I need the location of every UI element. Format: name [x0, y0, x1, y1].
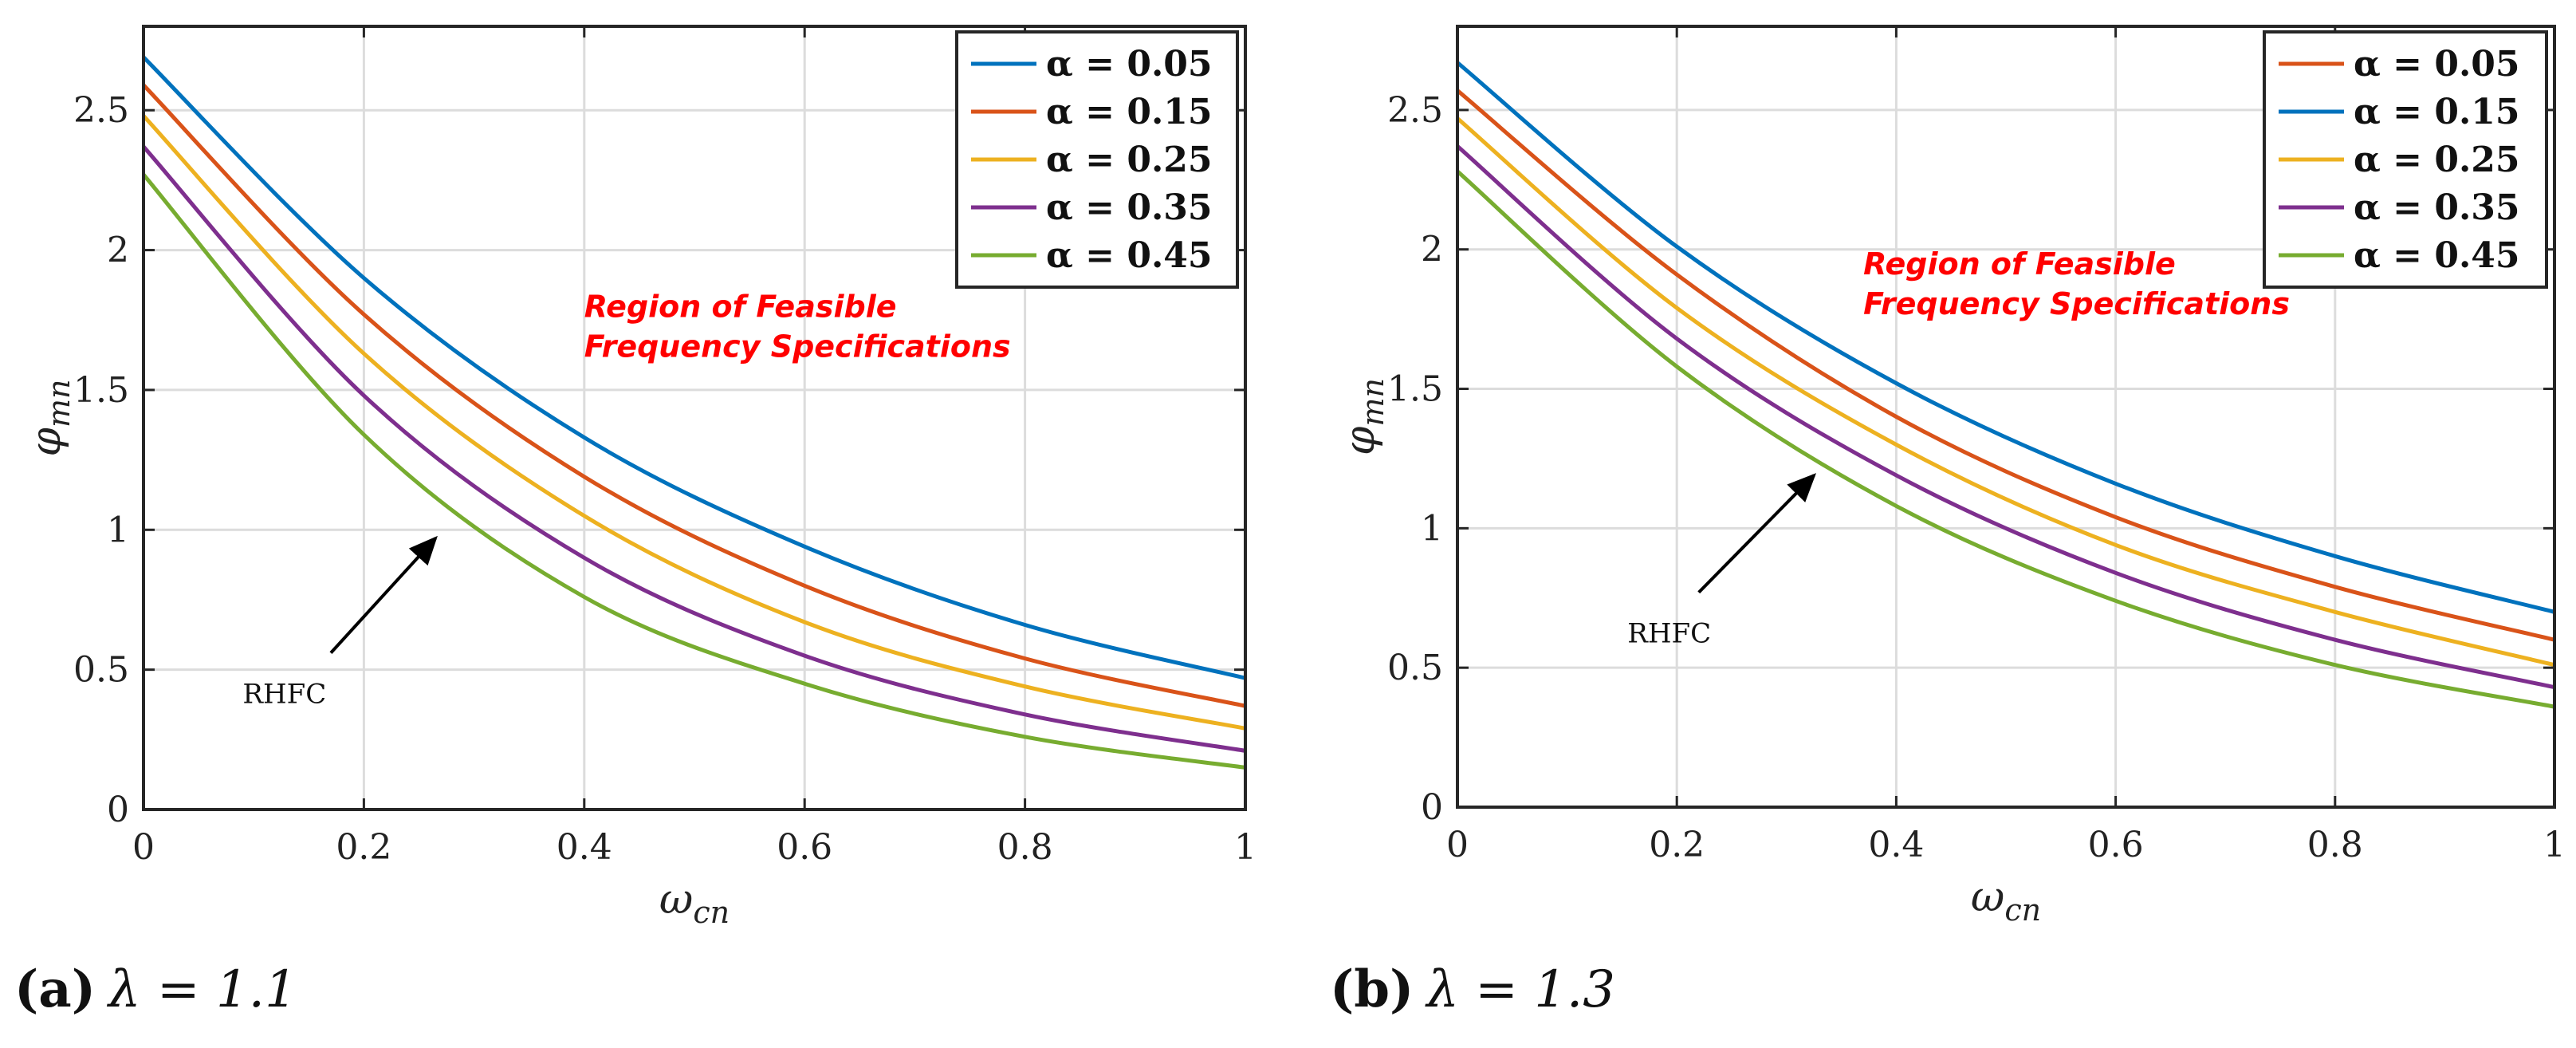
- x-tick-label: 0.2: [336, 827, 391, 868]
- x-axis-label-main: ω: [659, 876, 693, 924]
- series-line-4: [142, 173, 1246, 770]
- axes-frame: [142, 25, 1247, 811]
- series-line-1: [1456, 61, 2555, 614]
- y-tick-label: 2.5: [1387, 90, 1443, 131]
- y-tick-label: 2: [107, 230, 129, 271]
- y-axis-label-sub: mn: [41, 380, 77, 428]
- x-tick-label: 1: [2543, 825, 2566, 865]
- panel-caption: (a) λ = 1.1: [14, 959, 297, 1019]
- legend-label-1: α = 0.15: [1046, 92, 1213, 132]
- y-axis-label: φmn: [22, 380, 77, 457]
- y-axis-label: φmn: [1336, 378, 1390, 455]
- y-tick-label: 1: [107, 510, 129, 550]
- legend-label-2: α = 0.25: [2354, 140, 2520, 180]
- caption-letter: (b): [1330, 959, 1414, 1019]
- x-axis-label-sub: cn: [2004, 892, 2041, 928]
- x-tick-label: 0.2: [1649, 825, 1705, 865]
- region-label-line1: Region of Feasible: [584, 290, 897, 325]
- x-tick-label: 0.8: [2307, 825, 2363, 865]
- series-line-2: [142, 114, 1246, 731]
- caption-text: λ = 1.1: [106, 960, 297, 1019]
- axes-frame: [1456, 25, 2556, 809]
- series-line-2: [1456, 116, 2555, 668]
- legend-label-4: α = 0.45: [1046, 235, 1213, 276]
- x-axis-label: ωcn: [1971, 873, 2041, 928]
- x-tick-label: 0.4: [556, 827, 612, 868]
- region-label-line1: Region of Feasible: [1863, 246, 2176, 282]
- legend-label-2: α = 0.25: [1046, 140, 1213, 180]
- y-tick-label: 2.5: [73, 90, 129, 131]
- legend-label-3: α = 0.35: [2354, 187, 2520, 228]
- x-tick-label: 0: [132, 827, 155, 868]
- x-tick-label: 0.4: [1868, 825, 1924, 865]
- y-tick-label: 1.5: [73, 370, 129, 411]
- caption-text: λ = 1.3: [1424, 960, 1615, 1019]
- series-lines: [142, 55, 1246, 770]
- legend-label-3: α = 0.35: [1046, 187, 1213, 228]
- rhfc-label: RHFC: [1627, 618, 1711, 650]
- y-tick-label: 2: [1421, 230, 1443, 270]
- y-axis-label-sub: mn: [1355, 378, 1390, 427]
- x-tick-label: 0.6: [2088, 825, 2144, 865]
- y-axis-label-main: φ: [1336, 426, 1384, 455]
- region-label-line2: Frequency Specifications: [584, 329, 1011, 364]
- series-line-4: [1456, 169, 2555, 709]
- legend-label-0: α = 0.05: [2354, 44, 2520, 85]
- series-line-3: [142, 145, 1246, 753]
- chart-panel-a: 0 0.2 0.4 0.6 0.8 1 0 0.5 1 1.5 2 2.5 ωcn φmn α = 0.05…: [14, 25, 1257, 1019]
- y-tick-label: 1: [1421, 508, 1443, 549]
- x-tick-label: 0.8: [997, 827, 1053, 868]
- panel-caption: (b) λ = 1.3: [1330, 959, 1615, 1019]
- y-tick-label: 0: [107, 790, 129, 830]
- legend-label-4: α = 0.45: [2354, 235, 2520, 276]
- series-line-3: [1456, 144, 2555, 690]
- legend-label-1: α = 0.15: [2354, 92, 2520, 132]
- series-line-0: [142, 55, 1246, 680]
- region-label-line2: Frequency Specifications: [1863, 286, 2290, 321]
- x-axis-label: ωcn: [659, 876, 730, 930]
- x-axis-label-main: ω: [1971, 873, 2004, 921]
- rhfc-arrow: [329, 535, 438, 654]
- series-line-0: [1456, 89, 2555, 642]
- y-axis-label-main: φ: [22, 427, 70, 456]
- chart-panel-b: 0 0.2 0.4 0.6 0.8 1 0 0.5 1 1.5 2 2.5 ωcn φmn α = 0.05…: [1330, 25, 2566, 1019]
- x-axis-label-sub: cn: [693, 895, 730, 930]
- y-tick-label: 0.5: [1387, 648, 1443, 688]
- y-tick-label: 0: [1421, 787, 1443, 828]
- rhfc-label: RHFC: [242, 679, 326, 711]
- tick-labels: 0 0.2 0.4 0.6 0.8 1 0 0.5 1 1.5 2 2.5: [73, 26, 1257, 868]
- tick-labels: 0 0.2 0.4 0.6 0.8 1 0 0.5 1 1.5 2 2.5: [1387, 26, 2566, 865]
- y-tick-label: 1.5: [1387, 369, 1443, 410]
- y-tick-label: 0.5: [73, 650, 129, 691]
- series-lines: [1456, 61, 2555, 709]
- legend: α = 0.05 α = 0.15 α = 0.25 α = 0.35 α = 0.45: [2263, 30, 2548, 289]
- caption-letter: (a): [14, 959, 96, 1019]
- x-tick-label: 1: [1234, 827, 1257, 868]
- series-line-1: [142, 83, 1246, 708]
- x-tick-label: 0: [1446, 825, 1469, 865]
- rhfc-arrow: [1697, 473, 1817, 594]
- legend: α = 0.05 α = 0.15 α = 0.25 α = 0.35 α = 0.45: [955, 30, 1239, 289]
- x-tick-label: 0.6: [777, 827, 832, 868]
- legend-label-0: α = 0.05: [1046, 44, 1213, 85]
